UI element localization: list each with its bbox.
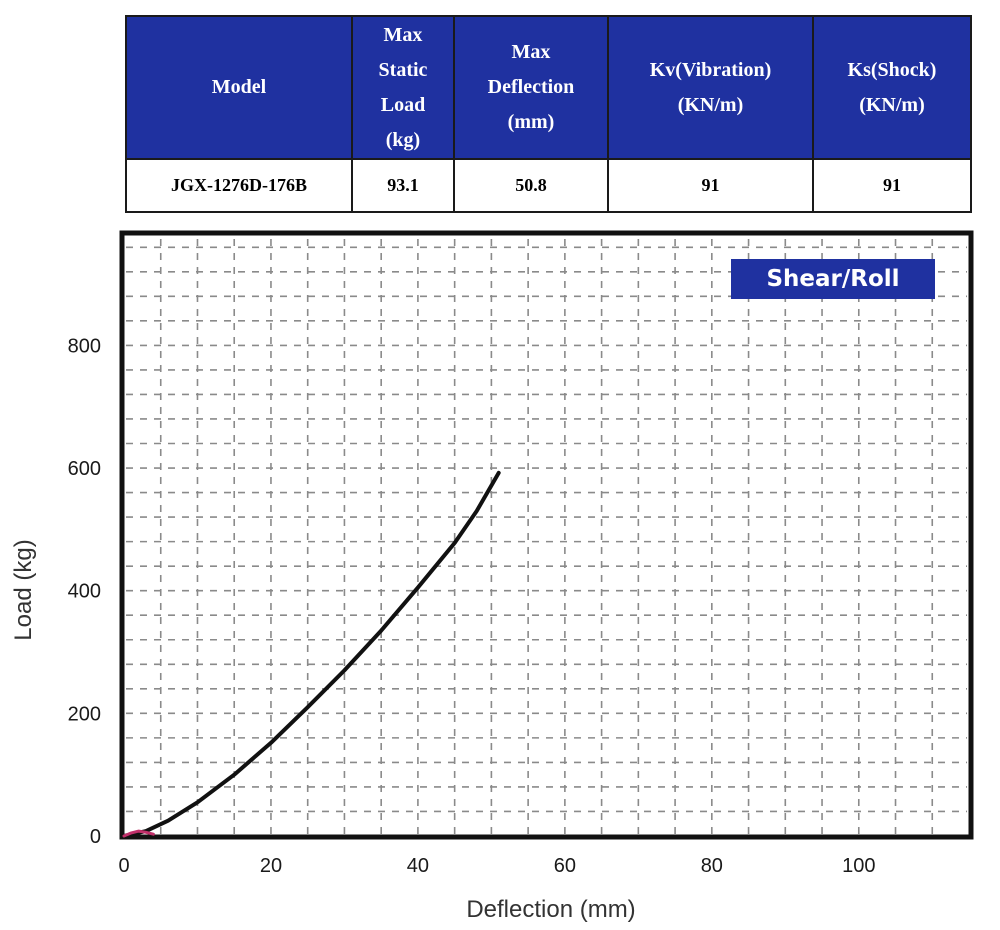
spec-data-row: JGX-1276D-176B 93.1 50.8 91 91 bbox=[125, 158, 972, 213]
spec-header-row: Model Max Static Load (kg) Max Deflectio… bbox=[125, 15, 972, 160]
plot-frame bbox=[119, 230, 974, 840]
grid bbox=[126, 239, 967, 834]
y-tick-label: 800 bbox=[68, 335, 101, 357]
initial-load-curve bbox=[122, 829, 155, 838]
y-tick-label: 400 bbox=[68, 581, 101, 603]
x-tick-label: 40 bbox=[407, 855, 429, 877]
y-axis-label: Load (kg) bbox=[10, 539, 37, 640]
cell-max-static-load: 93.1 bbox=[351, 158, 455, 213]
y-tick-label: 200 bbox=[68, 703, 101, 725]
y-tick-label: 600 bbox=[68, 458, 101, 480]
x-tick-label: 100 bbox=[842, 855, 875, 877]
load-curve bbox=[122, 470, 501, 838]
cell-max-deflection: 50.8 bbox=[453, 158, 609, 213]
y-tick-label: 0 bbox=[90, 826, 101, 848]
header-model: Model bbox=[125, 15, 353, 160]
x-tick-label: 60 bbox=[554, 855, 576, 877]
x-tick-label: 20 bbox=[260, 855, 282, 877]
x-axis-label: Deflection (mm) bbox=[466, 896, 635, 923]
header-ks-shock: Ks(Shock) (KN/m) bbox=[812, 15, 972, 160]
series-lines bbox=[122, 470, 501, 838]
cell-kv-vibration: 91 bbox=[607, 158, 814, 213]
shear-roll-badge: Shear/Roll bbox=[731, 259, 935, 299]
cell-model: JGX-1276D-176B bbox=[125, 158, 353, 213]
tick-labels: 0 20 40 60 80 100 0 200 400 600 800 bbox=[68, 335, 876, 877]
header-kv-vibration: Kv(Vibration) (KN/m) bbox=[607, 15, 814, 160]
spec-table: Model Max Static Load (kg) Max Deflectio… bbox=[125, 15, 972, 213]
header-max-deflection: Max Deflection (mm) bbox=[453, 15, 609, 160]
x-tick-label: 0 bbox=[118, 855, 129, 877]
x-tick-label: 80 bbox=[701, 855, 723, 877]
shear-roll-label: Shear/Roll bbox=[766, 266, 900, 292]
cell-ks-shock: 91 bbox=[812, 158, 972, 213]
header-max-static-load: Max Static Load (kg) bbox=[351, 15, 455, 160]
